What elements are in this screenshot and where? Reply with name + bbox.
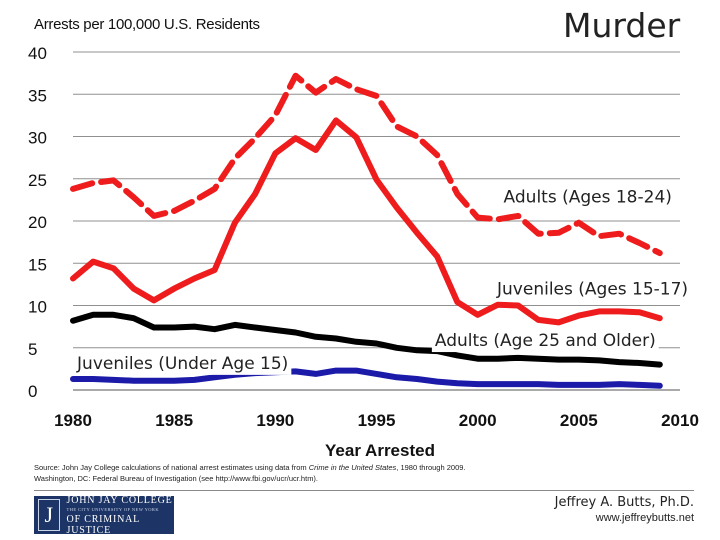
series-label-1: Juveniles (Ages 15-17) [496, 280, 688, 300]
source-text: Source: John Jay College calculations of… [34, 463, 309, 472]
y-axis-label: Arrests per 100,000 U.S. Residents [34, 16, 260, 33]
series-line-2 [70, 311, 663, 368]
y-tick-label-15: 15 [28, 255, 47, 274]
y-tick-label-40: 40 [28, 44, 47, 63]
footer-divider [34, 490, 694, 491]
source-title: Crime in the United States [308, 463, 397, 472]
source-years: , 1980 through 2009. [396, 463, 466, 472]
series-label-bg-2 [431, 330, 659, 353]
series-label-bg-3 [73, 352, 292, 375]
x-axis-label: Year Arrested [325, 441, 435, 460]
chart-title: Murder [563, 6, 681, 45]
y-tick-label-20: 20 [28, 213, 47, 232]
source-publisher: Washington, DC: Federal Bureau of Invest… [34, 474, 319, 483]
y-tick-label-0: 0 [28, 382, 37, 401]
logo-line-1: JOHN JAY COLLEGE [66, 494, 173, 506]
author-credit: Jeffrey A. Butts, Ph.D. www.jeffreybutts… [555, 494, 694, 526]
logo-mark-icon: J [38, 499, 60, 531]
series-line-1 [70, 117, 663, 326]
murder-arrests-chart: 0 5 10 15 20 25 30 35 40 1980 1985 1990 1995 2000 200… [28, 44, 699, 460]
x-tick-label-1980: 1980 [54, 411, 92, 430]
y-tick-label-10: 10 [28, 298, 47, 317]
series-label-2: Adults (Age 25 and Older) [435, 331, 656, 351]
logo-line-2: THE CITY UNIVERSITY OF NEW YORK [66, 506, 159, 512]
john-jay-logo: J JOHN JAY COLLEGE THE CITY UNIVERSITY O… [34, 495, 174, 536]
x-tick-label-1995: 1995 [358, 411, 396, 430]
series-label-3: Juveniles (Under Age 15) [76, 354, 288, 374]
series-label-0: Adults (Ages 18-24) [504, 187, 672, 207]
y-tick-label-30: 30 [28, 129, 47, 148]
y-tick-label-25: 25 [28, 171, 47, 190]
x-tick-labels: 1980 1985 1990 1995 2000 2005 2010 [54, 411, 699, 430]
x-tick-label-2000: 2000 [459, 411, 497, 430]
logo-line-3: OF CRIMINAL JUSTICE [66, 513, 140, 536]
y-tick-label-35: 35 [28, 86, 47, 105]
y-tick-labels: 0 5 10 15 20 25 30 35 40 [28, 44, 47, 401]
x-tick-label-2005: 2005 [560, 411, 598, 430]
series-line-0 [70, 72, 663, 257]
series-line-3 [70, 367, 663, 389]
series-lines [70, 72, 663, 389]
series-labels: Adults (Ages 18-24) Juveniles (Ages 15-17… [73, 187, 688, 375]
author-name: Jeffrey A. Butts, Ph.D. [554, 495, 694, 510]
source-note: Source: John Jay College calculations of… [34, 462, 594, 484]
x-tick-label-2010: 2010 [661, 411, 699, 430]
x-tick-label-1990: 1990 [256, 411, 294, 430]
x-tick-label-1985: 1985 [155, 411, 193, 430]
logo-text: JOHN JAY COLLEGE THE CITY UNIVERSITY OF … [67, 495, 174, 536]
author-website: www.jeffreybutts.net [595, 512, 694, 524]
y-tick-label-5: 5 [28, 340, 37, 359]
